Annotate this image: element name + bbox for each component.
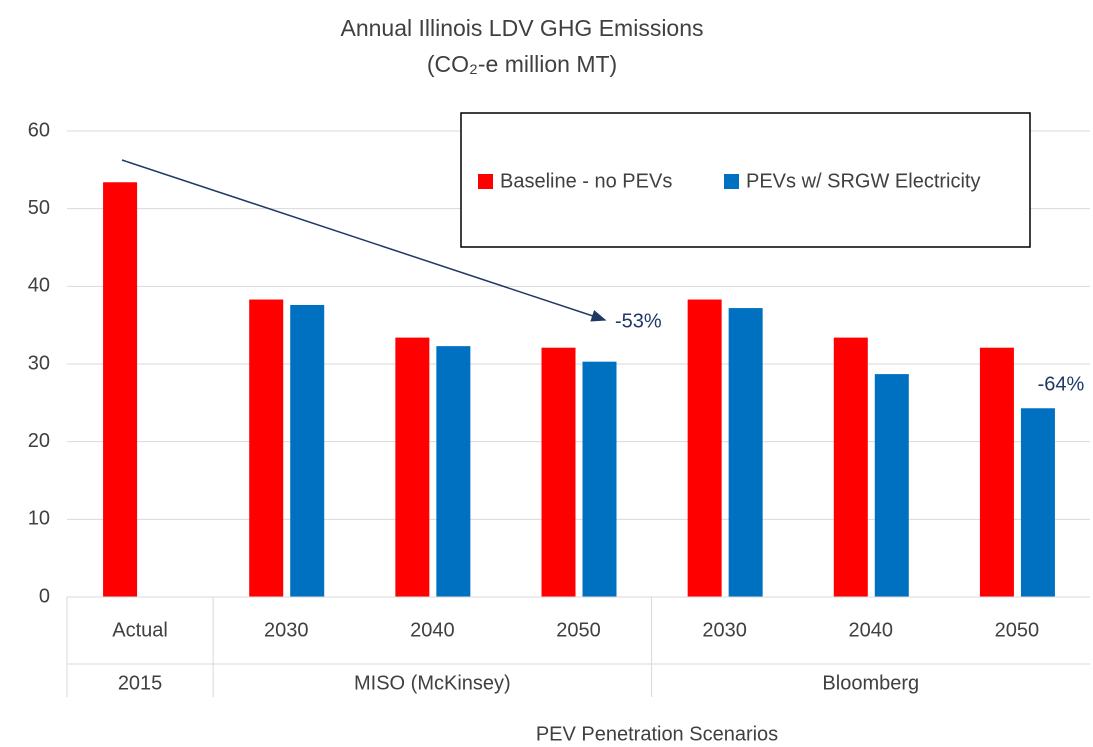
bar <box>687 299 722 597</box>
legend-label: PEVs w/ SRGW Electricity <box>746 170 980 192</box>
bar <box>582 361 617 597</box>
group-label: MISO (McKinsey) <box>354 672 511 694</box>
bar <box>1020 408 1055 597</box>
group-label: Bloomberg <box>822 672 919 694</box>
bar <box>395 337 430 597</box>
legend-label: Baseline - no PEVs <box>500 170 672 192</box>
bar <box>874 374 909 597</box>
chart-subtitle: (CO₂-e million MT) <box>427 51 617 77</box>
chart-title: Annual Illinois LDV GHG Emissions <box>340 15 703 41</box>
annotation: -64% <box>1038 373 1085 395</box>
x-tick-label: 2030 <box>702 619 747 641</box>
y-tick-label: 50 <box>28 197 50 219</box>
group-label: 2015 <box>118 672 163 694</box>
annotation: -53% <box>615 310 662 332</box>
x-tick-label: 2030 <box>264 619 309 641</box>
bar <box>833 337 868 597</box>
bar <box>249 299 284 597</box>
bar <box>290 304 325 597</box>
legend-box <box>460 112 1031 248</box>
annotation-arrow <box>121 159 607 322</box>
legend-swatch <box>724 174 739 189</box>
y-tick-label: 10 <box>28 508 50 530</box>
bar <box>103 182 138 597</box>
x-tick-label: 2040 <box>410 619 455 641</box>
y-tick-label: 60 <box>28 119 50 141</box>
x-tick-label: Actual <box>112 619 168 641</box>
y-tick-label: 40 <box>28 275 50 297</box>
x-tick-label: 2050 <box>556 619 601 641</box>
x-axis-label: PEV Penetration Scenarios <box>536 723 778 745</box>
y-tick-label: 20 <box>28 430 50 452</box>
x-tick-label: 2040 <box>849 619 894 641</box>
bar <box>541 347 576 597</box>
bar <box>728 308 763 597</box>
y-tick-label: 0 <box>39 585 50 607</box>
x-tick-label: 2050 <box>995 619 1040 641</box>
bar <box>979 347 1014 597</box>
bar <box>436 346 471 597</box>
legend-swatch <box>478 174 493 189</box>
y-tick-label: 30 <box>28 352 50 374</box>
